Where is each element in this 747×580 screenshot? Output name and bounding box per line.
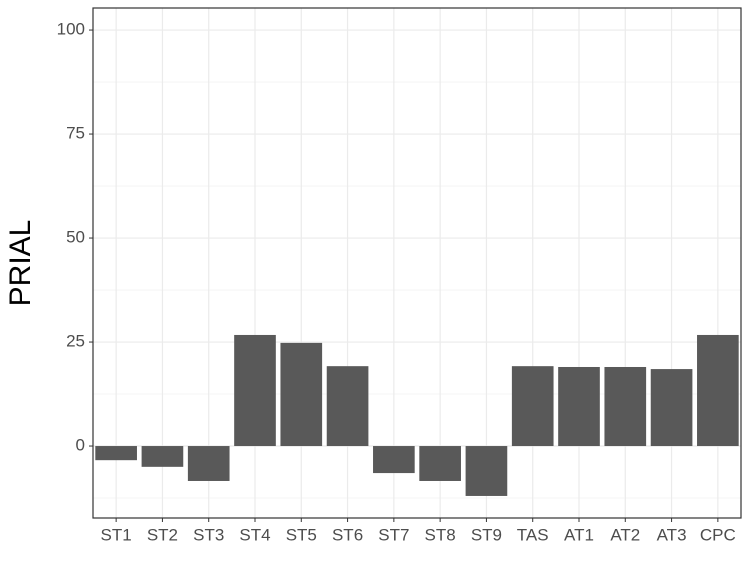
x-tick-label: ST6 — [332, 525, 363, 544]
x-tick-label: AT2 — [610, 525, 640, 544]
bar — [187, 446, 230, 481]
y-axis-label: PRIAL — [4, 220, 37, 307]
bar — [465, 446, 508, 496]
y-tick-label: 25 — [66, 332, 85, 351]
x-tick-label: ST7 — [378, 525, 409, 544]
bar — [419, 446, 461, 481]
panel-border — [92, 7, 742, 519]
y-tick-label: 0 — [76, 436, 85, 455]
bar — [511, 366, 554, 447]
bar — [280, 342, 323, 447]
x-tick-label: TAS — [517, 525, 549, 544]
x-tick-label: ST3 — [193, 525, 224, 544]
x-tick-label: ST2 — [147, 525, 178, 544]
x-tick-label: ST9 — [471, 525, 502, 544]
bar — [141, 446, 184, 467]
bar — [604, 366, 647, 447]
x-tick-label: ST5 — [286, 525, 317, 544]
x-tick-label: CPC — [700, 525, 736, 544]
bar — [95, 446, 137, 461]
y-tick-label: 50 — [66, 228, 85, 247]
x-tick-label: AT3 — [657, 525, 687, 544]
bar — [234, 334, 276, 447]
bar — [650, 369, 693, 447]
x-tick-label: ST8 — [425, 525, 456, 544]
x-tick-label: AT1 — [564, 525, 594, 544]
bar — [697, 334, 739, 447]
x-tick-label: ST1 — [101, 525, 132, 544]
x-tick-label: ST4 — [239, 525, 270, 544]
y-tick-label: 75 — [66, 124, 85, 143]
bar — [373, 446, 415, 474]
bar — [558, 366, 600, 447]
y-tick-label: 100 — [57, 20, 85, 39]
bar — [326, 366, 369, 447]
